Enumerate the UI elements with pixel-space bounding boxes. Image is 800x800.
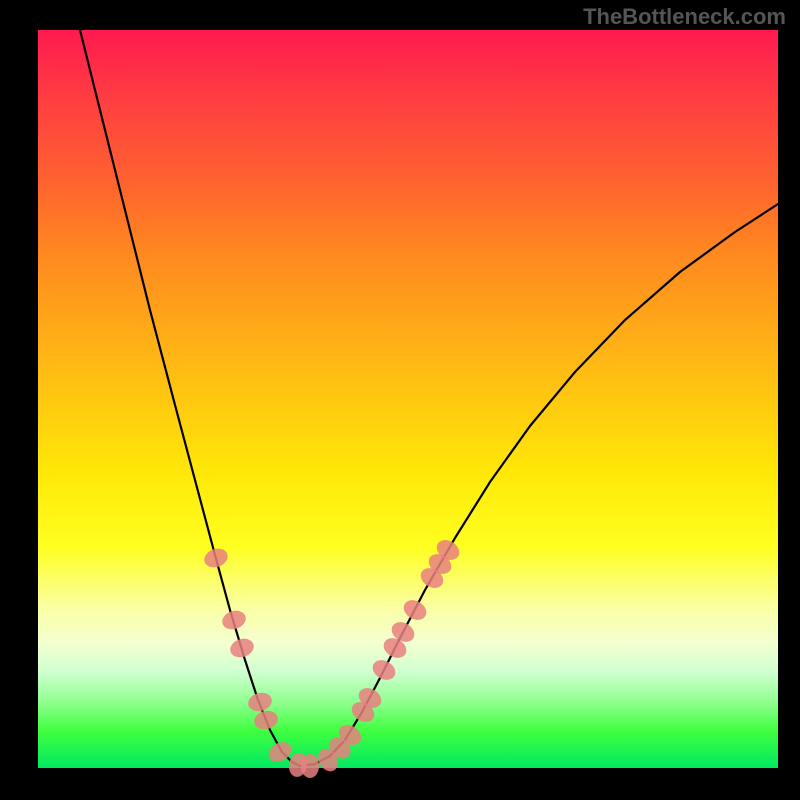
- marker-series: [202, 536, 463, 778]
- marker-point: [202, 545, 231, 570]
- bottleneck-curve: [80, 30, 778, 766]
- marker-point: [228, 636, 256, 661]
- chart-root: TheBottleneck.com: [0, 0, 800, 800]
- marker-point: [400, 596, 430, 624]
- curve-layer: [0, 0, 800, 800]
- marker-point: [246, 690, 274, 714]
- marker-point: [369, 656, 399, 684]
- marker-point: [252, 708, 280, 732]
- marker-point: [220, 608, 248, 633]
- marker-point: [301, 754, 319, 778]
